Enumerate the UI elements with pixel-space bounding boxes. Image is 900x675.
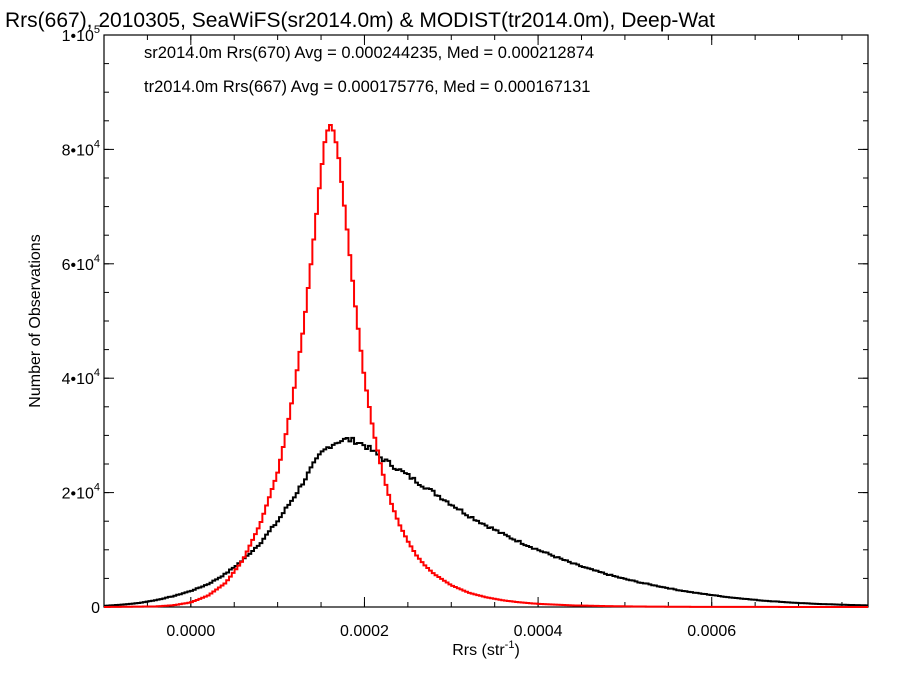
series-line-sr2014 bbox=[104, 436, 868, 607]
x-tick-label: 0.0004 bbox=[514, 623, 563, 640]
y-tick-label: 8•104 bbox=[62, 138, 100, 159]
y-axis-label: Number of Observations bbox=[27, 234, 44, 407]
series-group bbox=[104, 124, 868, 608]
x-axis-ticks: 0.0000 0.0002 0.0004 0.0006 bbox=[103, 35, 843, 640]
y-tick-label: 0 bbox=[91, 600, 100, 617]
plot-frame bbox=[103, 34, 869, 608]
legend-entry-sr2014: sr2014.0m Rrs(670) Avg = 0.000244235, Me… bbox=[144, 44, 594, 62]
y-tick-label: 2•104 bbox=[62, 482, 100, 503]
y-tick-label: 1•105 bbox=[62, 24, 100, 45]
x-axis-label: Rrs (str-1) bbox=[452, 639, 520, 659]
y-axis-ticks: 0 2•104 4•104 6•104 8•104 1•105 bbox=[62, 24, 868, 617]
legend-entry-tr2014: tr2014.0m Rrs(667) Avg = 0.000175776, Me… bbox=[144, 78, 590, 96]
x-tick-label: 0.0006 bbox=[687, 623, 736, 640]
x-tick-label: 0.0000 bbox=[166, 623, 215, 640]
y-tick-label: 6•104 bbox=[62, 253, 100, 274]
y-tick-label: 4•104 bbox=[62, 367, 100, 388]
chart-title: Rrs(667), 2010305, SeaWiFS(sr2014.0m) & … bbox=[5, 9, 715, 32]
x-tick-label: 0.0002 bbox=[340, 623, 389, 640]
series-line-tr2014 bbox=[104, 124, 868, 608]
plot-area: 0.0000 0.0002 0.0004 0.0006 0 2•104 4•104 6•10… bbox=[62, 24, 869, 640]
